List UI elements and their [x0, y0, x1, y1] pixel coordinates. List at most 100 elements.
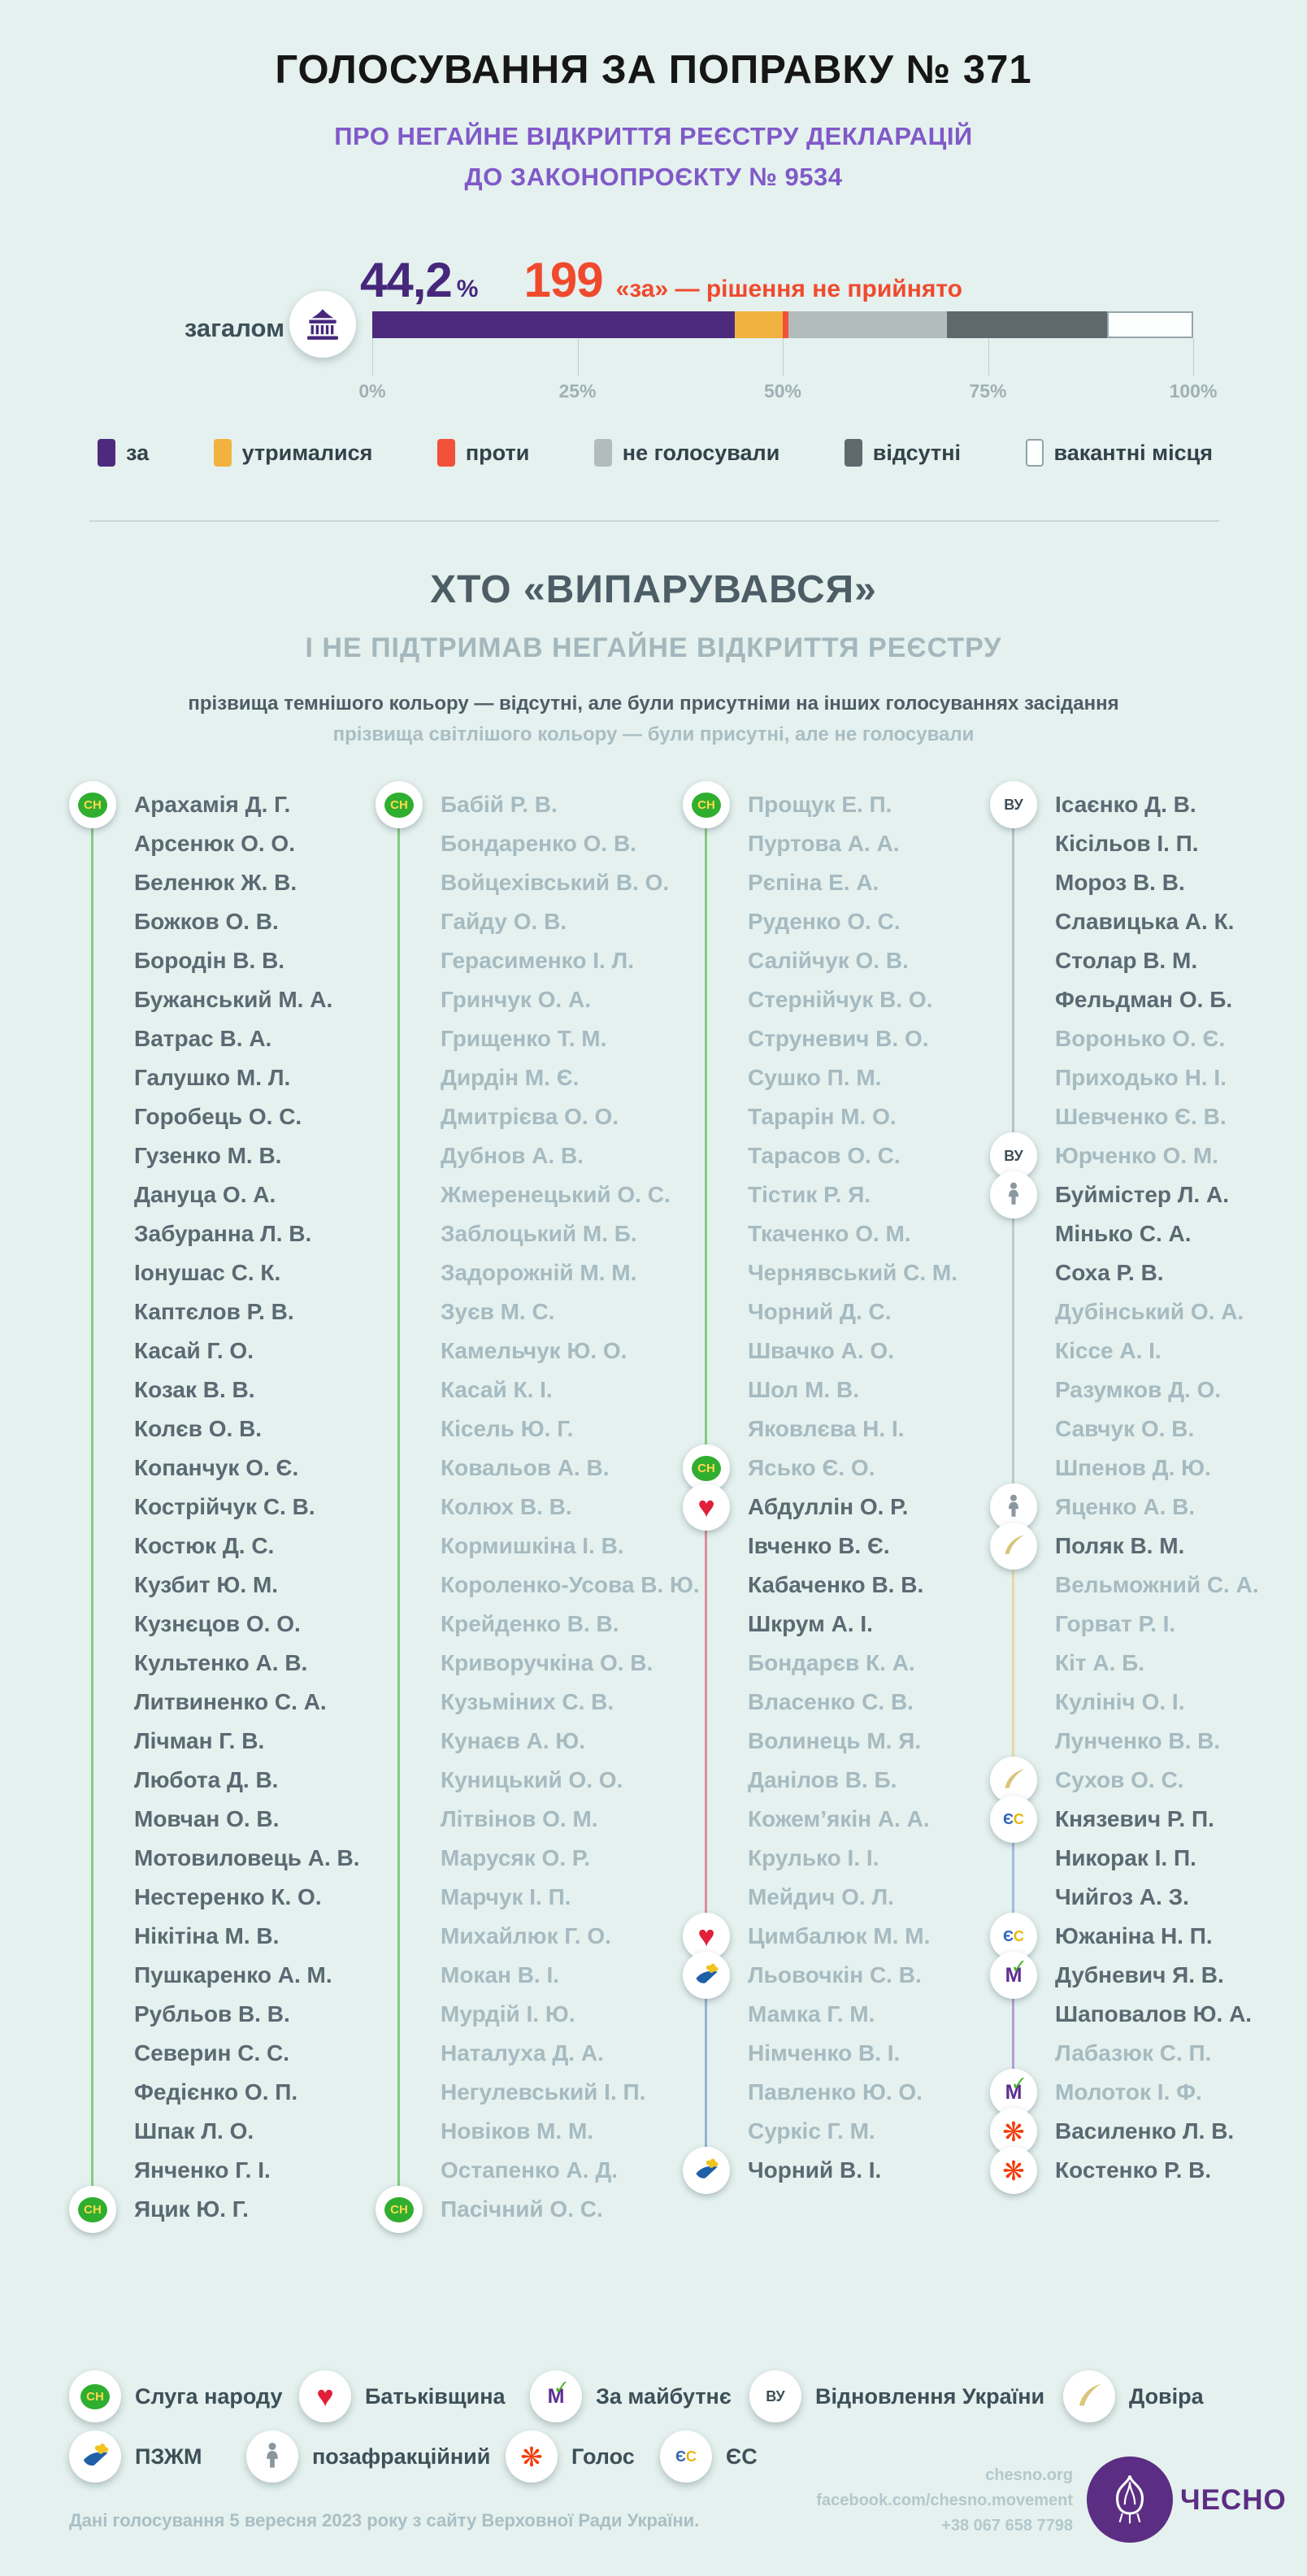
deputy-name: Літвінов О. М.	[441, 1806, 598, 1831]
deputy-row: Козак В. В.	[69, 1371, 371, 1410]
deputy-name: Дубінський О. А.	[1055, 1299, 1244, 1324]
party-legend-item-sn: СН Слуга народу	[69, 2370, 283, 2422]
deputy-name: Прощук Е. П.	[748, 792, 892, 817]
deputy-name: Столар В. М.	[1055, 948, 1198, 973]
deputy-name: Крейденко В. В.	[441, 1611, 619, 1636]
party-badge-nf	[990, 1483, 1037, 1531]
deputy-row: Бужанський М. А.	[69, 980, 371, 1019]
party-badge-gol: ❋	[506, 2430, 558, 2483]
note-light-names: прізвища світлішого кольору — були прису…	[332, 723, 975, 745]
party-badge-sn: СН	[376, 781, 423, 828]
deputy-name: Іонушас С. К.	[134, 1260, 281, 1285]
party-group-line	[1012, 1975, 1014, 2092]
deputy-name: Волинець М. Я.	[748, 1728, 922, 1753]
deputy-row: ЄС Южаніна Н. П.	[990, 1913, 1292, 1960]
deputy-row: Кісільов І. П.	[990, 824, 1292, 863]
deputy-row: ВУ Юрченко О. М.	[990, 1132, 1292, 1179]
deputies-column-1: СН Арахамія Д. Г. Арсенюк О. О. Беленюк Ж. …	[69, 781, 371, 2233]
deputy-name: Нікітіна М. В.	[134, 1923, 280, 1948]
deputy-row: Дубнов А. В.	[376, 1136, 678, 1175]
deputy-row: Зуєв М. С.	[376, 1292, 678, 1331]
deputy-name: Никорак І. П.	[1055, 1845, 1196, 1870]
deputy-row: Колєв О. В.	[69, 1410, 371, 1449]
pzzm-bird-flower-icon	[693, 1961, 719, 1991]
party-badge-zm: М ✓	[990, 1952, 1037, 1999]
deputy-name: Шол М. В.	[748, 1377, 859, 1402]
party-legend-item-pzzm: ПЗЖМ	[69, 2430, 202, 2483]
party-badge-vu: ВУ	[990, 1132, 1037, 1179]
legend-label: відсутні	[872, 440, 962, 465]
party-group-line	[705, 805, 707, 1468]
deputy-name: Культенко А. В.	[134, 1650, 308, 1675]
party-legend-item-dov: Довіра	[1063, 2370, 1204, 2422]
deputy-name: Короленко-Усова В. Ю.	[441, 1572, 700, 1597]
sluga-narodu-icon: СН	[78, 2196, 107, 2222]
deputy-name: Німченко В. І.	[748, 2040, 901, 2066]
dovira-feather-icon	[1001, 1532, 1026, 1561]
deputy-row: Ватрас В. А.	[69, 1019, 371, 1058]
deputy-name: Негулевський І. П.	[441, 2079, 646, 2105]
legend-item: за	[98, 439, 149, 467]
legend-item: не голосували	[593, 439, 780, 467]
page-title: ГОЛОСУВАННЯ ЗА ПОПРАВКУ № 371	[275, 48, 1032, 92]
deputy-name: Любота Д. В.	[134, 1767, 279, 1792]
deputy-row: Кузбит Ю. М.	[69, 1566, 371, 1605]
data-source-note: Дані голосування 5 вересня 2023 року з с…	[69, 2510, 700, 2530]
percent-sign: %	[456, 276, 479, 302]
deputy-name: Козак В. В.	[134, 1377, 255, 1402]
legend-label: не голосували	[622, 440, 780, 465]
deputy-name: Кузьміних С. В.	[441, 1689, 614, 1714]
deputy-row: Суркіс Г. М.	[683, 2112, 985, 2151]
deputy-row: Горобець О. С.	[69, 1097, 371, 1136]
party-group-line	[91, 805, 93, 2209]
deputy-row: Гузенко М. В.	[69, 1136, 371, 1175]
party-badge-vu: ВУ	[749, 2370, 801, 2422]
deputy-row: Галушко М. Л.	[69, 1058, 371, 1097]
deputy-name: Гайду О. В.	[441, 909, 567, 934]
deputy-row: Тарарін М. О.	[683, 1097, 985, 1136]
batkivshchyna-heart-icon: ♥	[316, 2379, 334, 2413]
deputy-name: Буймістер Л. А.	[1055, 1182, 1229, 1207]
deputy-name: Марусяк О. Р.	[441, 1845, 591, 1870]
sluga-narodu-icon: СН	[692, 1455, 721, 1481]
deputy-row: Мороз В. В.	[990, 863, 1292, 902]
tick-line	[577, 338, 579, 376]
golos-flower-icon: ❋	[1002, 2116, 1025, 2147]
deputy-name: Куницький О. О.	[441, 1767, 623, 1792]
deputy-row: Северин С. С.	[69, 2034, 371, 2073]
deputy-name: Кулініч О. І.	[1055, 1689, 1185, 1714]
legend-item: відсутні	[844, 439, 962, 467]
deputy-name: Яковлєва Н. І.	[748, 1416, 905, 1441]
non-faction-person-icon	[1003, 1181, 1024, 1210]
legend-swatch	[213, 439, 232, 467]
deputy-row: Грищенко Т. М.	[376, 1019, 678, 1058]
za-maibutnie-icon: М ✓	[1005, 1955, 1027, 1987]
bar-segment-за	[372, 311, 736, 338]
deputy-row: Кузьміних С. В.	[376, 1683, 678, 1722]
deputy-name: Фельдман О. Б.	[1055, 987, 1233, 1012]
deputy-row: Никорак І. П.	[990, 1839, 1292, 1878]
batkivshchyna-heart-icon: ♥	[697, 1919, 715, 1953]
deputy-row: Бондаренко О. В.	[376, 824, 678, 863]
tick-label: 75%	[969, 380, 1007, 402]
deputy-name: Грищенко Т. М.	[441, 1026, 607, 1051]
section-subtitle: І НЕ ПІДТРИМАВ НЕГАЙНЕ ВІДКРИТТЯ РЕЄСТРУ	[305, 632, 1002, 663]
section-title: ХТО «ВИПАРУВАВСЯ»	[430, 568, 877, 611]
party-badge-vu: ВУ	[990, 781, 1037, 828]
deputy-name: Божков О. В.	[134, 909, 279, 934]
deputy-name: Копанчук О. Є.	[134, 1455, 299, 1480]
deputy-row: Заблоцький М. Б.	[376, 1214, 678, 1253]
deputy-row: Наталуха Д. А.	[376, 2034, 678, 2073]
party-name: позафракційний	[312, 2444, 491, 2469]
deputy-row: Шкрум А. І.	[683, 1605, 985, 1644]
deputy-row: Чорний В. І.	[683, 2147, 985, 2194]
deputy-row: Разумков Д. О.	[990, 1371, 1292, 1410]
deputy-row: Негулевський І. П.	[376, 2073, 678, 2112]
deputy-row: Камельчук Ю. О.	[376, 1331, 678, 1371]
deputy-row: СН Ясько Є. О.	[683, 1444, 985, 1492]
deputy-name: Кожем’якін А. А.	[748, 1806, 930, 1831]
deputy-name: Сушко П. М.	[748, 1065, 882, 1090]
deputy-row: Бородін В. В.	[69, 941, 371, 980]
deputy-row: Струневич В. О.	[683, 1019, 985, 1058]
